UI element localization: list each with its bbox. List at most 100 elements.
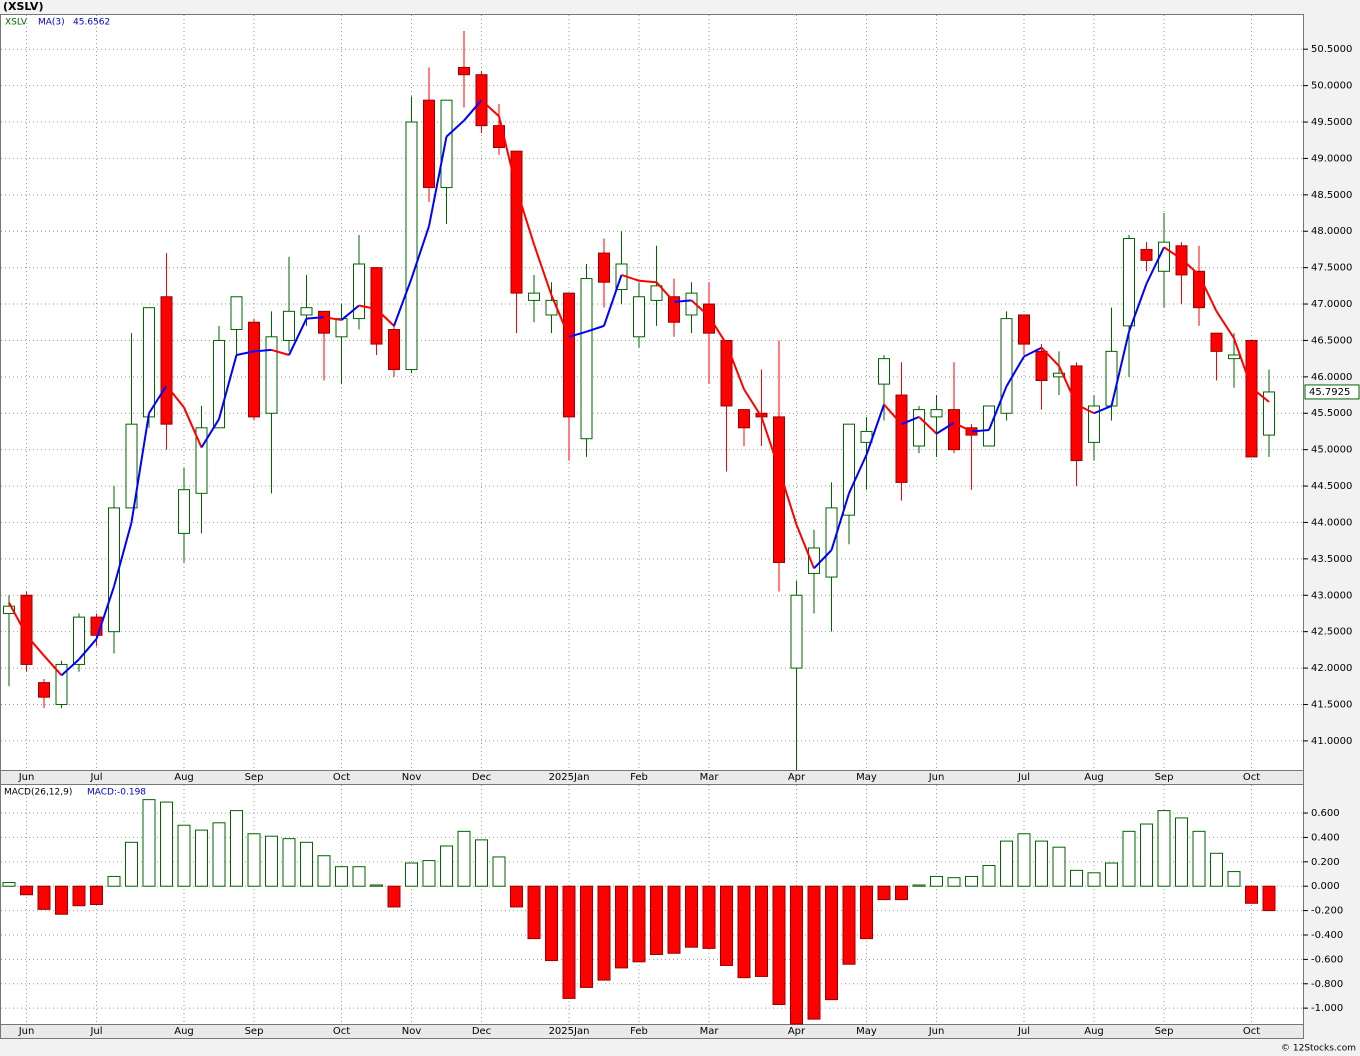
macd-bar [107,875,121,887]
y-tick-label: 48.0000 [1311,226,1352,237]
candle-body [1035,350,1048,381]
macd-bar [860,885,873,940]
candle-body [20,594,33,665]
ma-segment [1076,403,1095,415]
candle-body [230,296,243,331]
x-tick-label: Sep [245,1026,264,1037]
ma-segment [1198,274,1218,312]
candle-body [703,303,715,334]
ma-segment [95,586,115,640]
candle-body [1140,248,1153,261]
macd-bar [370,884,383,887]
candle-body [1000,318,1013,414]
macd-bar [562,885,576,999]
macd-legend: MACD(26,12,9) [4,788,72,798]
candle-body [913,409,925,447]
macd-bar [1262,885,1276,912]
candle-body [1193,270,1205,309]
macd-bar [965,875,978,887]
macd-bar [265,835,278,887]
legend-ma: MA(3) [38,18,65,28]
candle-body [300,307,313,316]
candle-body [528,292,540,301]
macd-bar [737,885,751,979]
ma-segment [323,316,342,322]
x-tick-label: Jul [1017,772,1030,783]
macd-bar [1017,833,1031,887]
candle-body [685,292,698,316]
macd-bar [1157,810,1171,887]
ma-segment [1005,355,1025,387]
macd-bar [755,885,768,977]
ma-segment [533,244,553,296]
candle-body [213,339,225,429]
x-tick-label: Nov [402,772,422,783]
macd-bar [982,864,996,887]
macd-bar [160,801,173,887]
x-tick-label: Jul [1017,1026,1030,1037]
macd-bar [650,885,663,955]
ma-segment [130,413,150,523]
macd-bar [72,885,86,907]
candle-body [1053,372,1065,378]
candle-body [3,605,15,614]
last-price-label: 45.7925 [1309,387,1350,398]
date-strip [0,1024,1304,1039]
x-tick-label: Nov [402,1026,422,1037]
candle-body [948,409,960,451]
macd-bar [842,885,856,965]
ma-segment [971,428,990,433]
macd-bar [510,885,523,908]
macd-bar [632,885,646,963]
y-tick-label: 50.0000 [1311,81,1352,92]
ma-segment [445,119,465,138]
x-tick-label: Oct [1243,772,1260,783]
ma-segment [1145,246,1165,285]
candle-body [143,307,155,418]
candle-body [1088,405,1100,443]
ma-segment [340,304,360,321]
y-tick-label: 42.0000 [1311,663,1352,674]
y-tick-label: 45.0000 [1311,445,1352,456]
ma-segment [813,549,833,570]
x-tick-label: Sep [245,772,264,783]
candle-body [440,99,453,189]
ma-segment [550,294,570,338]
candle-body [283,310,295,341]
macd-bar [877,885,891,901]
candle-body [668,296,680,323]
ma-segment [778,469,798,525]
candle-body [598,252,610,283]
macd-bar [90,885,103,905]
macd-bar [247,833,261,887]
candle-body [878,358,890,385]
ma-segment [428,136,448,227]
candle-body [510,150,523,294]
y-tick-label: 0.600 [1311,808,1340,819]
candle-body [38,682,50,698]
macd-bar [1070,869,1083,887]
x-tick-label: Oct [333,1026,350,1037]
x-tick-label: Sep [1155,1026,1174,1037]
macd-bar [317,855,331,887]
legend-ticker: XSLV [5,18,28,28]
x-tick-label: Oct [333,772,350,783]
ma-segment [655,281,675,303]
macd-bar [947,877,961,887]
y-tick-label: 43.5000 [1311,554,1352,565]
candle-body [1105,350,1118,407]
candle-body [580,278,593,440]
x-tick-label: Apr [788,1026,806,1037]
macd-bar [580,885,593,988]
x-tick-label: Oct [1243,1026,1260,1037]
macd-bar [335,866,348,887]
y-tick-label: 49.5000 [1311,117,1352,128]
candle-body [563,292,575,418]
candle-body [248,321,260,418]
macd-bar [930,875,943,887]
macd-bar [37,885,51,910]
ma-segment [743,388,763,418]
macd-bar [1192,830,1206,887]
ma-segment [918,416,938,435]
macd-bar [667,885,681,954]
